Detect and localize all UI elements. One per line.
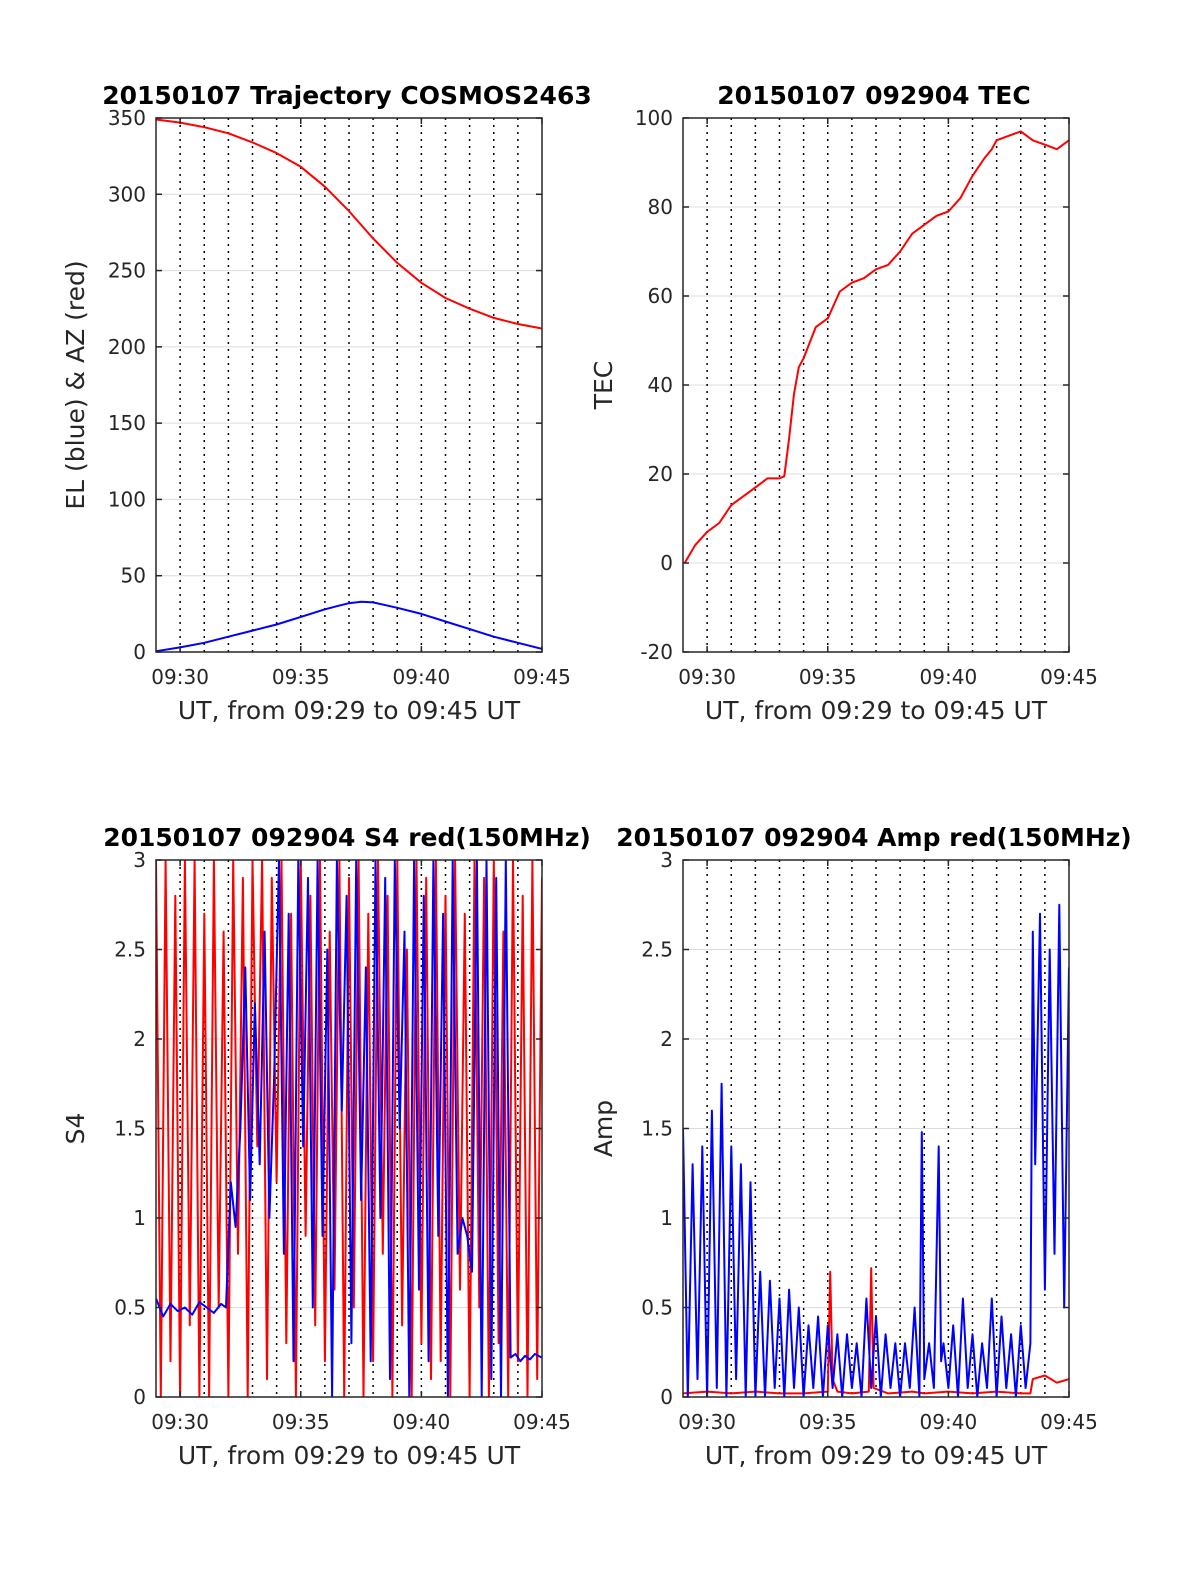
x-tick-label: 09:45 <box>513 665 571 689</box>
x-tick-label: 09:45 <box>1040 1410 1098 1434</box>
x-tick-label: 09:40 <box>920 665 978 689</box>
y-tick-label: 0.5 <box>114 1296 146 1320</box>
y-tick-label: 1 <box>133 1206 146 1230</box>
y-tick-label: 40 <box>648 373 673 397</box>
chart-title: 20150107 Trajectory COSMOS2463 <box>102 81 592 110</box>
y-tick-label: 3 <box>660 848 673 872</box>
x-tick-label: 09:35 <box>799 1410 857 1434</box>
y-tick-label: 2.5 <box>114 938 146 962</box>
y-axis-label: EL (blue) & AZ (red) <box>61 260 90 509</box>
y-tick-label: 1.5 <box>641 1117 673 1141</box>
y-tick-label: 3 <box>133 848 146 872</box>
y-tick-label: 2 <box>133 1027 146 1051</box>
series-line-blue <box>156 600 542 652</box>
y-tick-label: 2 <box>660 1027 673 1051</box>
series-line-red <box>156 118 542 330</box>
x-tick-label: 09:30 <box>151 1410 209 1434</box>
x-tick-label: 09:30 <box>678 665 736 689</box>
y-tick-label: 300 <box>108 182 146 206</box>
y-tick-label: 0 <box>133 640 146 664</box>
x-tick-label: 09:45 <box>513 1410 571 1434</box>
y-tick-label: 2.5 <box>641 938 673 962</box>
x-axis-label: UT, from 09:29 to 09:45 UT <box>178 696 521 725</box>
series-line-blue <box>156 860 542 1397</box>
y-tick-label: 60 <box>648 284 673 308</box>
y-tick-label: 350 <box>108 106 146 130</box>
y-tick-label: 0 <box>133 1385 146 1409</box>
y-tick-label: 80 <box>648 195 673 219</box>
x-tick-label: 09:40 <box>393 1410 451 1434</box>
x-tick-label: 09:35 <box>799 665 857 689</box>
y-axis-label: TEC <box>589 361 618 411</box>
x-axis-label: UT, from 09:29 to 09:45 UT <box>705 1441 1048 1470</box>
x-tick-label: 09:30 <box>151 665 209 689</box>
chart-panel-3: 0 0.5 1 1.5 2 2.5 3 09:30 09:35 09:40 09:45 UT, fro… <box>61 823 591 1470</box>
series-line-red <box>156 860 542 1397</box>
chart-title: 20150107 092904 S4 red(150MHz) <box>103 823 591 852</box>
y-tick-label: 250 <box>108 259 146 283</box>
y-tick-label: 50 <box>121 564 146 588</box>
y-tick-label: 0 <box>660 1385 673 1409</box>
y-tick-label: 200 <box>108 335 146 359</box>
chart-panel-2: -20 0 20 40 60 80 100 09:30 09:35 09:40 09:45 UT, f… <box>589 81 1098 725</box>
x-tick-label: 09:35 <box>272 665 330 689</box>
axes-box <box>155 117 543 653</box>
x-tick-label: 09:30 <box>678 1410 736 1434</box>
chart-panel-4: 0 0.5 1 1.5 2 2.5 3 09:30 09:35 09:40 09:45 UT, fro… <box>589 823 1132 1470</box>
chart-title: 20150107 092904 TEC <box>717 81 1030 110</box>
y-tick-label: 0 <box>660 551 673 575</box>
x-tick-label: 09:40 <box>393 665 451 689</box>
y-tick-label: 100 <box>635 106 673 130</box>
y-axis-label: Amp <box>589 1100 618 1157</box>
x-axis-label: UT, from 09:29 to 09:45 UT <box>178 1441 521 1470</box>
y-tick-label: 150 <box>108 411 146 435</box>
y-axis-label: S4 <box>61 1113 90 1145</box>
x-axis-label: UT, from 09:29 to 09:45 UT <box>705 696 1048 725</box>
y-tick-label: 1 <box>660 1206 673 1230</box>
x-tick-label: 09:45 <box>1040 665 1098 689</box>
y-tick-label: 1.5 <box>114 1117 146 1141</box>
series-line-blue <box>683 903 1069 1397</box>
y-tick-label: 100 <box>108 487 146 511</box>
y-tick-label: 20 <box>648 462 673 486</box>
y-tick-label: 0.5 <box>641 1296 673 1320</box>
chart-panel-1: 0 50 100 150 200 250 300 350 09:30 09:35 09:40 09:4… <box>61 81 592 725</box>
series-line-red <box>683 130 1069 564</box>
y-tick-label: -20 <box>640 640 673 664</box>
x-tick-label: 09:40 <box>920 1410 978 1434</box>
x-tick-label: 09:35 <box>272 1410 330 1434</box>
chart-title: 20150107 092904 Amp red(150MHz) <box>616 823 1132 852</box>
